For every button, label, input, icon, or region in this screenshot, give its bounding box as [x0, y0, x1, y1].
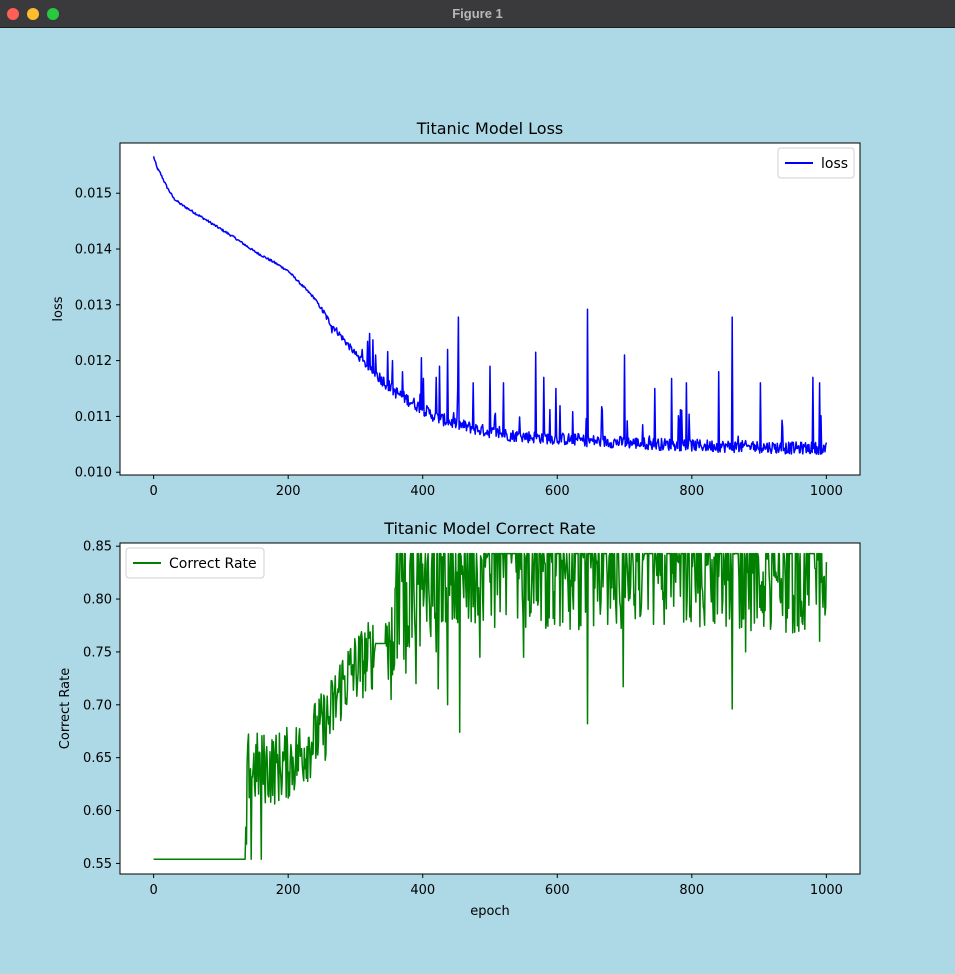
- maximize-window-button[interactable]: [47, 8, 59, 20]
- y-tick-label: 0.015: [75, 187, 112, 202]
- axes-frame: [119, 542, 861, 875]
- axes-frame: [119, 142, 861, 476]
- x-tick-label: 400: [410, 484, 435, 499]
- legend: loss: [777, 147, 855, 179]
- minimize-window-button[interactable]: [27, 8, 39, 20]
- plot-area: [120, 543, 860, 874]
- figure-canvas: 0 200 400 600 800 1000 0.010 0.011 0.012 0.013 0.0…: [51, 119, 861, 919]
- y-tick-label: 0.010: [75, 466, 112, 481]
- x-tick-label: 1000: [810, 883, 843, 898]
- y-tick-label: 0.012: [75, 354, 112, 369]
- chart-1: 0 200 400 600 800 1000 0.010 0.011 0.012 0.013 0.0…: [51, 119, 861, 499]
- x-tick-label: 0: [149, 883, 157, 898]
- chart-title: Titanic Model Correct Rate: [383, 519, 596, 538]
- x-tick-label: 200: [276, 484, 301, 499]
- window-titlebar: Figure 1: [0, 0, 955, 28]
- chart-2: 0 200 400 600 800 1000 0.55 0.60 0.65 0.70 0.75 0.8…: [58, 519, 861, 919]
- legend-box: [777, 147, 855, 179]
- y-tick-label: 0.60: [83, 804, 112, 819]
- y-tick-label: 0.75: [83, 645, 112, 660]
- y-tick-label: 0.013: [75, 298, 112, 313]
- x-tick-label: 800: [679, 883, 704, 898]
- series-line-1: [153, 552, 828, 860]
- x-tick-label: 400: [410, 883, 435, 898]
- y-tick-label: 0.85: [83, 540, 112, 555]
- y-axis-label: loss: [51, 296, 66, 321]
- series-line-1: [152, 156, 828, 455]
- legend-box: [125, 547, 265, 579]
- legend-label: Correct Rate: [169, 556, 257, 572]
- x-tick-label: 600: [545, 484, 570, 499]
- x-tick-label: 600: [545, 883, 570, 898]
- y-tick-label: 0.65: [83, 751, 112, 766]
- y-tick-label: 0.55: [83, 857, 112, 872]
- y-tick-label: 0.70: [83, 698, 112, 713]
- y-tick-label: 0.011: [75, 410, 112, 425]
- legend-label: loss: [821, 156, 848, 172]
- window-title: Figure 1: [452, 6, 503, 21]
- x-axis-label: epoch: [470, 904, 510, 919]
- x-tick-label: 200: [276, 883, 301, 898]
- y-tick-label: 0.014: [75, 243, 112, 258]
- chart-title: Titanic Model Loss: [416, 119, 564, 138]
- x-tick-label: 800: [679, 484, 704, 499]
- close-window-button[interactable]: [7, 8, 19, 20]
- y-tick-label: 0.80: [83, 593, 112, 608]
- y-axis-label: Correct Rate: [58, 668, 73, 749]
- legend: Correct Rate: [125, 547, 265, 579]
- x-tick-label: 0: [149, 484, 157, 499]
- x-tick-label: 1000: [810, 484, 843, 499]
